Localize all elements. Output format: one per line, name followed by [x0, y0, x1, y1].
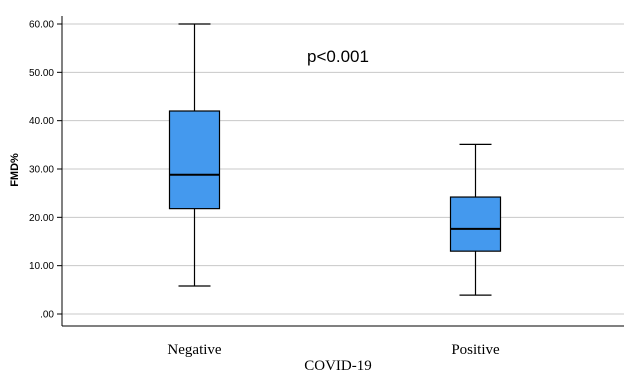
- y-tick-label: 20.00: [29, 213, 54, 224]
- gridlines: [62, 23, 624, 315]
- x-axis-title: COVID-19: [304, 358, 372, 374]
- iqr-box: [168, 110, 221, 210]
- y-tick-label: 30.00: [29, 165, 54, 176]
- x-category-label: Positive: [451, 342, 500, 358]
- x-axis-category-labels: Negative Positive: [167, 342, 500, 358]
- box-series: [168, 23, 502, 296]
- y-tick-label: 10.00: [29, 261, 54, 272]
- p-value-annotation: p<0.001: [307, 47, 369, 66]
- box-positive: [449, 143, 502, 296]
- y-axis-ticks: .00 10.00 20.00 30.00 40.00 50.00 60.00: [29, 20, 62, 321]
- y-tick-label: 60.00: [29, 20, 54, 31]
- y-tick-label: 40.00: [29, 116, 54, 127]
- y-axis-title: FMD%: [9, 153, 21, 187]
- x-category-label: Negative: [167, 342, 221, 358]
- box-negative: [168, 23, 221, 287]
- iqr-box: [449, 196, 502, 252]
- y-tick-label: .00: [40, 310, 54, 321]
- y-tick-label: 50.00: [29, 68, 54, 79]
